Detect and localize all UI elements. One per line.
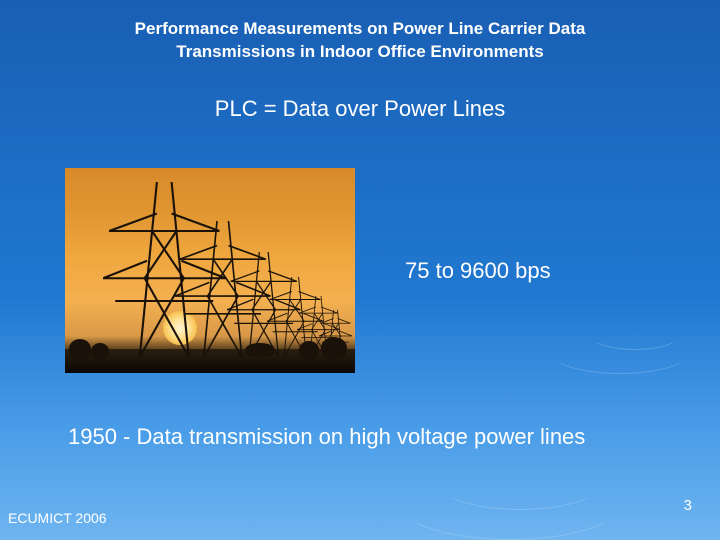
ripple-decoration [550,330,690,374]
power-towers-image [65,168,355,373]
slide: Performance Measurements on Power Line C… [0,0,720,540]
sunset-sky [65,168,355,373]
tree-silhouette [69,339,91,359]
ripple-decoration [400,470,620,540]
title-line-2: Transmissions in Indoor Office Environme… [176,42,543,61]
transmission-tower-icon [319,310,352,357]
footer-conference: ECUMICT 2006 [8,510,107,526]
slide-title: Performance Measurements on Power Line C… [60,18,660,64]
title-line-1: Performance Measurements on Power Line C… [135,19,586,38]
page-number: 3 [684,497,692,514]
bps-range-text: 75 to 9600 bps [405,258,551,284]
slide-subtitle: PLC = Data over Power Lines [0,96,720,122]
history-line: 1950 - Data transmission on high voltage… [68,424,585,450]
